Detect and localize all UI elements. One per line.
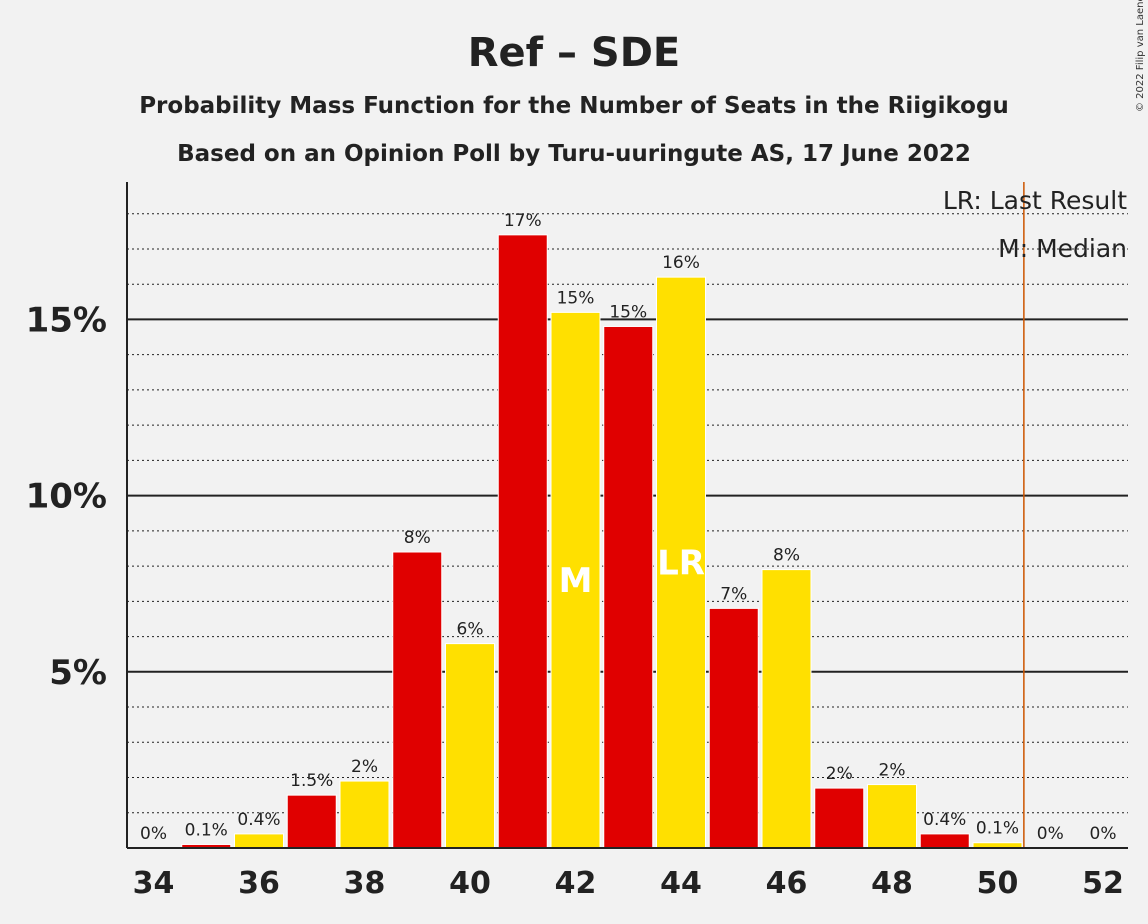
x-tick-label: 52 [1082,866,1124,901]
x-tick-label: 38 [344,866,386,901]
data-labels: 0% 0.1% 0.4% 1.5% 2% 8% 6% 17% 15% 15% 16% 7% 8% 2% 2%… [140,211,1116,844]
chart-title: Ref – SDE [468,30,681,76]
data-label: 7% [720,584,747,604]
bar [497,234,548,849]
bar [708,607,759,849]
copyright-text: © 2022 Filip van Laenen [1135,0,1146,112]
data-label: 17% [504,211,542,231]
bar [761,569,812,849]
data-label: 0.1% [185,820,228,840]
bar [919,833,970,849]
y-tick-label: 10% [26,477,107,517]
data-label: 0% [1037,824,1064,844]
data-label: 0.1% [976,819,1019,839]
x-tick-label: 42 [555,866,597,901]
data-label: 0.4% [237,810,280,830]
data-label: 2% [826,764,853,784]
bar-markers: M LR [559,544,705,602]
data-label: 15% [609,302,647,322]
legend-median: M: Median [998,234,1127,263]
bar [445,643,495,849]
last-result-marker: LR [657,544,705,584]
data-label: 8% [404,528,431,548]
data-label: 0.4% [923,810,966,830]
data-label: 2% [879,761,906,781]
data-label: 0% [140,824,167,844]
data-label: 0% [1090,824,1117,844]
legend-last-result: LR: Last Result [943,186,1127,215]
data-label: 8% [773,546,800,566]
bar [867,784,917,849]
x-tick-label: 34 [133,866,175,901]
chart-subtitle: Probability Mass Function for the Number… [139,93,1009,119]
x-tick-label: 44 [660,866,702,901]
x-tick-label: 50 [977,866,1019,901]
bar [656,276,706,849]
bars [181,234,1023,849]
data-label: 16% [662,253,700,273]
data-label: 6% [457,620,484,640]
x-tick-label: 36 [238,866,280,901]
bar [550,311,601,849]
bar [234,833,284,849]
x-tick-label: 48 [871,866,913,901]
y-tick-label: 15% [26,300,107,340]
bar [392,551,443,849]
chart-subtitle-source: Based on an Opinion Poll by Turu-uuringu… [177,141,971,167]
data-label: 2% [351,757,378,777]
x-tick-label: 40 [449,866,491,901]
bar [814,787,865,849]
data-label: 15% [557,288,595,308]
x-axis-ticks: 34 36 38 40 42 44 46 48 50 52 [133,866,1124,901]
median-marker: M [559,561,593,601]
y-axis-ticks: 5% 10% 15% [26,300,107,692]
bar [339,780,390,849]
bar [603,325,654,849]
data-label: 1.5% [290,771,333,791]
x-tick-label: 46 [766,866,808,901]
bar [286,794,337,849]
y-tick-label: 5% [49,653,107,693]
